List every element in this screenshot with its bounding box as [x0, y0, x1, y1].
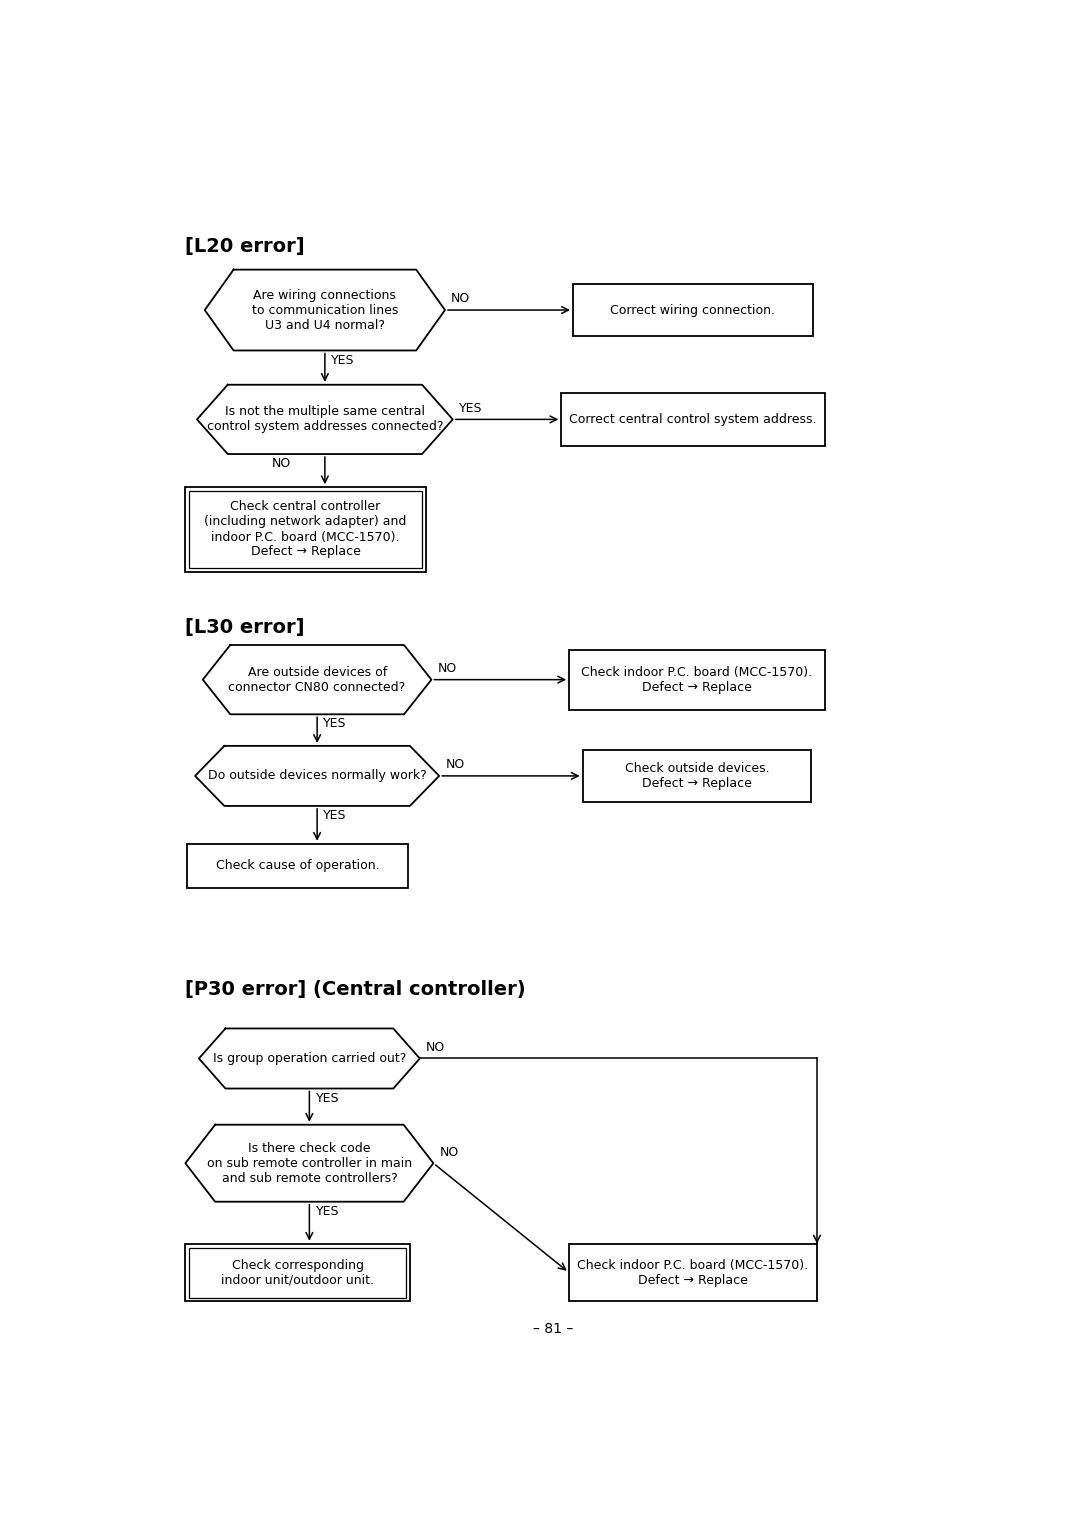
Text: Check indoor P.C. board (MCC-1570).
Defect → Replace: Check indoor P.C. board (MCC-1570). Defe… — [578, 1258, 809, 1287]
Text: YES: YES — [323, 717, 347, 730]
Polygon shape — [205, 270, 445, 351]
Text: NO: NO — [451, 293, 471, 305]
Text: Check indoor P.C. board (MCC-1570).
Defect → Replace: Check indoor P.C. board (MCC-1570). Defe… — [581, 665, 812, 694]
Text: [L30 error]: [L30 error] — [186, 618, 305, 637]
Text: Check central controller
(including network adapter) and
indoor P.C. board (MCC-: Check central controller (including netw… — [204, 500, 407, 558]
Text: [L20 error]: [L20 error] — [186, 236, 305, 256]
Text: Check cause of operation.: Check cause of operation. — [216, 860, 379, 872]
Bar — [187, 843, 408, 889]
Text: Is group operation carried out?: Is group operation carried out? — [213, 1052, 406, 1064]
Text: Check outside devices.
Defect → Replace: Check outside devices. Defect → Replace — [624, 762, 769, 790]
Bar — [582, 750, 811, 802]
Polygon shape — [186, 1125, 433, 1202]
Text: Are wiring connections
to communication lines
U3 and U4 normal?: Are wiring connections to communication … — [252, 288, 399, 331]
Text: Are outside devices of
connector CN80 connected?: Are outside devices of connector CN80 co… — [229, 665, 406, 694]
Bar — [186, 486, 426, 572]
Text: Correct wiring connection.: Correct wiring connection. — [610, 303, 775, 317]
Bar — [572, 284, 813, 336]
Text: Is not the multiple same central
control system addresses connected?: Is not the multiple same central control… — [206, 406, 443, 433]
Text: YES: YES — [459, 401, 483, 415]
Text: YES: YES — [332, 354, 354, 366]
Text: NO: NO — [437, 662, 457, 676]
Polygon shape — [195, 746, 440, 805]
Text: YES: YES — [323, 808, 347, 822]
Text: Is there check code
on sub remote controller in main
and sub remote controllers?: Is there check code on sub remote contro… — [206, 1142, 411, 1185]
Bar — [569, 1244, 816, 1301]
Text: Correct central control system address.: Correct central control system address. — [569, 413, 816, 425]
Bar — [189, 1247, 406, 1298]
Text: NO: NO — [272, 458, 292, 470]
Text: YES: YES — [315, 1092, 339, 1104]
Text: NO: NO — [440, 1145, 459, 1159]
Text: Check corresponding
indoor unit/outdoor unit.: Check corresponding indoor unit/outdoor … — [221, 1258, 375, 1287]
Text: NO: NO — [445, 758, 464, 772]
Bar — [189, 491, 422, 567]
Bar — [562, 393, 825, 445]
Polygon shape — [197, 384, 453, 454]
Polygon shape — [199, 1028, 420, 1089]
Text: NO: NO — [426, 1042, 445, 1054]
Polygon shape — [203, 645, 431, 714]
Bar — [186, 1244, 410, 1301]
Text: Do outside devices normally work?: Do outside devices normally work? — [207, 770, 427, 782]
Text: – 81 –: – 81 – — [534, 1322, 573, 1336]
Text: [P30 error] (Central controller): [P30 error] (Central controller) — [186, 981, 526, 999]
Bar — [569, 650, 825, 709]
Text: YES: YES — [315, 1205, 339, 1218]
